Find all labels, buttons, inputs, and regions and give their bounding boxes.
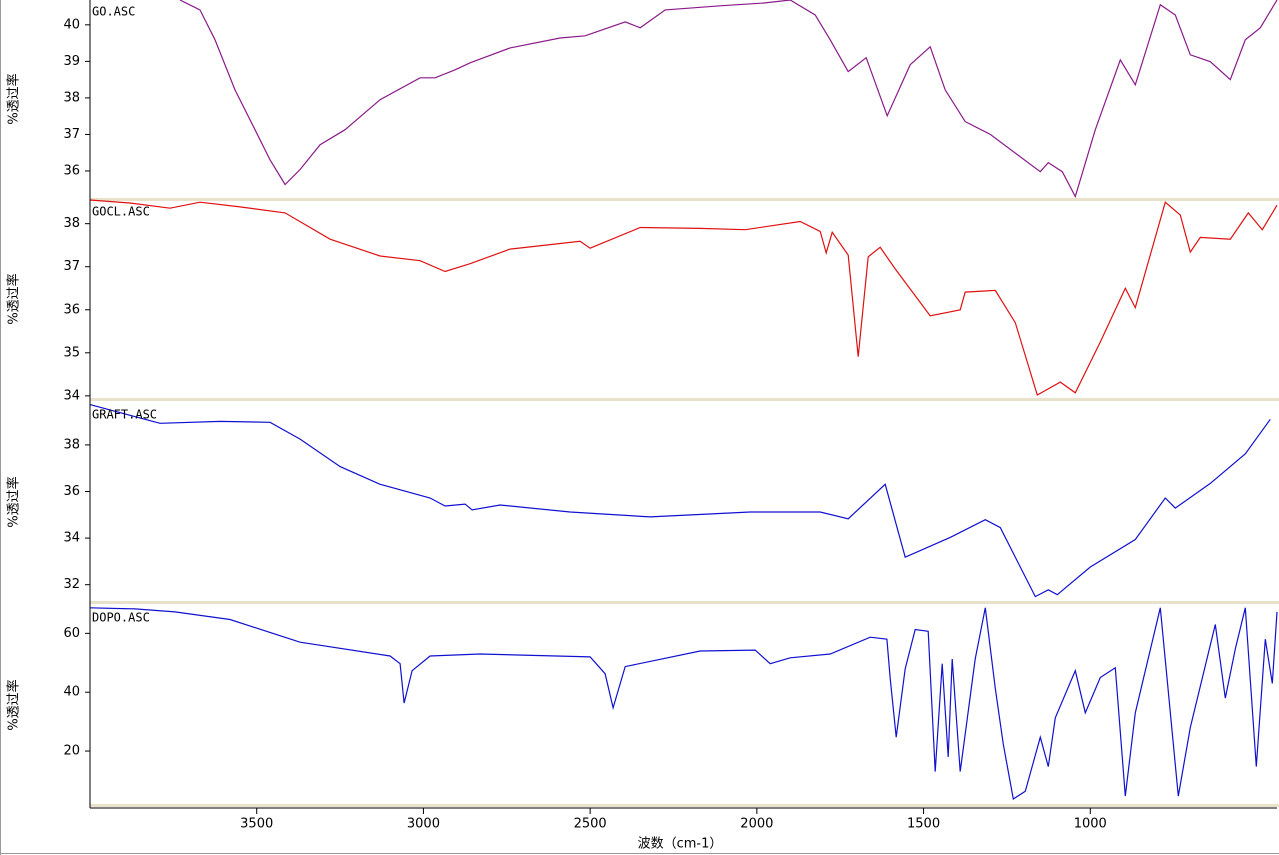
y-tick-label: 34 — [63, 531, 80, 546]
x-tick-label: 1500 — [907, 817, 940, 832]
spectrum-line — [89, 199, 1278, 396]
y-tick-label: 39 — [63, 54, 80, 69]
y-axis-label: %透过率 — [6, 679, 22, 730]
y-tick-label: 40 — [63, 17, 80, 32]
x-tick-label: 1000 — [1074, 817, 1107, 832]
y-tick-label: 60 — [63, 626, 80, 641]
series-label: GRAFT.ASC — [92, 408, 157, 422]
x-tick-label: 3000 — [407, 817, 440, 832]
series-label: GO.ASC — [92, 5, 135, 19]
x-tick-label: 3500 — [240, 817, 273, 832]
x-tick-label: 2000 — [740, 817, 773, 832]
y-tick-label: 36 — [63, 484, 80, 499]
x-axis-label: 波数（cm-1） — [638, 837, 723, 852]
y-axis-label: %透过率 — [6, 273, 22, 324]
spectrum-line — [179, 0, 1278, 199]
y-tick-label: 34 — [63, 388, 80, 403]
y-tick-label: 32 — [63, 577, 80, 592]
y-tick-label: 36 — [63, 302, 80, 317]
series-label: GOCL.ASC — [92, 205, 150, 219]
y-tick-label: 40 — [63, 685, 80, 700]
x-tick-label: 2500 — [574, 817, 607, 832]
y-tick-label: 35 — [63, 345, 80, 360]
spectrum-line — [89, 404, 1271, 598]
y-tick-label: 20 — [63, 744, 80, 759]
y-axis-label: %透过率 — [6, 73, 22, 124]
y-tick-label: 36 — [63, 163, 80, 178]
series-label: DOPO.ASC — [92, 611, 150, 625]
y-tick-label: 37 — [63, 127, 80, 142]
y-tick-label: 37 — [63, 259, 80, 274]
y-tick-label: 38 — [63, 216, 80, 231]
spectrum-line — [89, 607, 1278, 800]
y-tick-label: 38 — [63, 90, 80, 105]
y-axis-label: %透过率 — [6, 476, 22, 527]
y-tick-label: 38 — [63, 437, 80, 452]
